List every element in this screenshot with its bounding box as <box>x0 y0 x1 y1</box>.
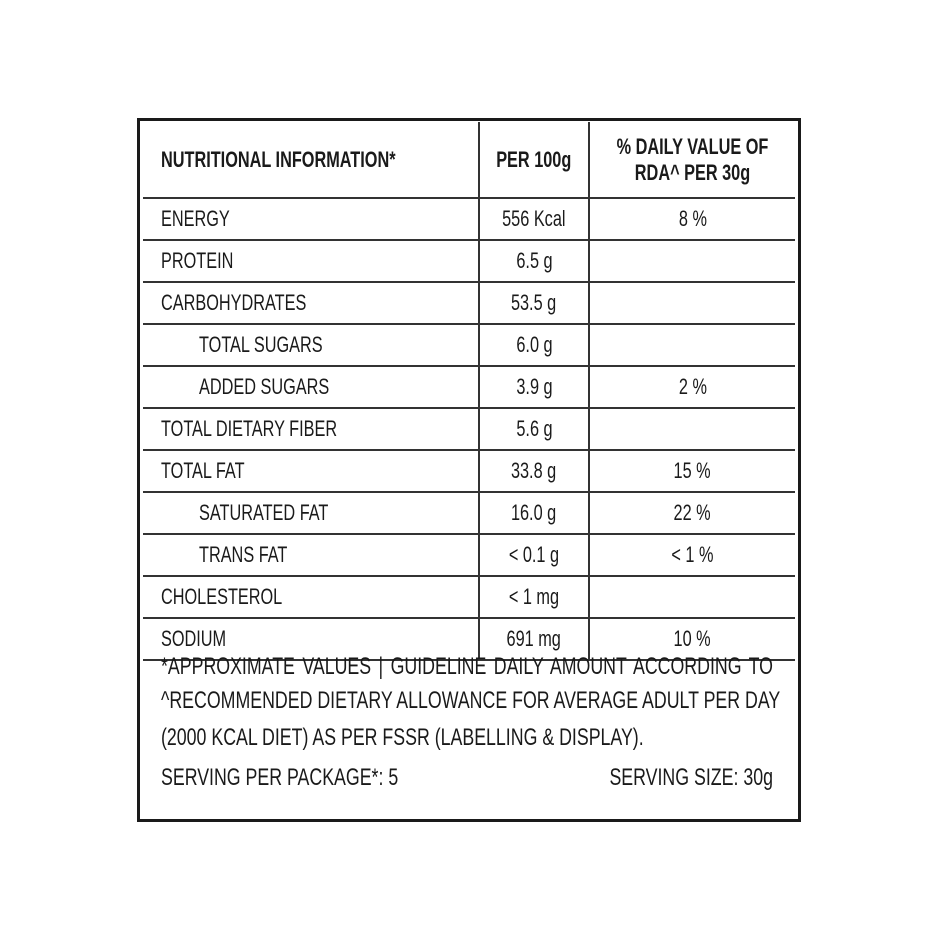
nutrient-name: TOTAL DIETARY FIBER <box>143 407 479 450</box>
nutrient-per-100g: < 1 mg <box>477 575 591 618</box>
nutrient-name: CHOLESTEROL <box>143 575 479 618</box>
nutrient-per-100g: 556 Kcal <box>477 197 591 240</box>
nutrient-name: CARBOHYDRATES <box>143 281 479 324</box>
footnote-line: ^RECOMMENDED DIETARY ALLOWANCE FOR AVERA… <box>161 687 781 714</box>
table-row: SATURATED FAT 16.0 g 22 % <box>143 491 795 534</box>
serving-size: SERVING SIZE: 30g <box>609 764 773 791</box>
footnote: *APPROXIMATE VALUES | GUIDELINE DAILY AM… <box>161 650 781 755</box>
nutrient-per-100g: < 0.1 g <box>477 533 591 576</box>
nutrient-daily-value <box>589 575 795 618</box>
table-row: ENERGY 556 Kcal 8 % <box>143 197 795 240</box>
nutrient-per-100g: 3.9 g <box>477 365 591 408</box>
nutrient-per-100g: 691 mg <box>477 617 591 661</box>
nutrient-per-100g: 5.6 g <box>477 407 591 450</box>
nutrition-table: NUTRITIONAL INFORMATION* PER 100g % DAIL… <box>143 122 795 661</box>
table-row: TOTAL DIETARY FIBER 5.6 g <box>143 407 795 450</box>
header-daily-value: % DAILY VALUE OF RDA^ PER 30g <box>616 133 769 185</box>
table-row: CARBOHYDRATES 53.5 g <box>143 281 795 324</box>
nutrient-daily-value: 2 % <box>589 365 795 408</box>
nutrient-daily-value: 22 % <box>589 491 795 534</box>
nutrient-daily-value <box>589 407 795 450</box>
table-row: TRANS FAT < 0.1 g < 1 % <box>143 533 795 576</box>
table-row: TOTAL SUGARS 6.0 g <box>143 323 795 366</box>
nutrient-daily-value <box>589 323 795 366</box>
nutrient-per-100g: 33.8 g <box>477 449 591 492</box>
table-row: PROTEIN 6.5 g <box>143 239 795 282</box>
nutrient-daily-value: < 1 % <box>589 533 795 576</box>
nutrient-per-100g: 53.5 g <box>477 281 591 324</box>
nutrient-per-100g: 16.0 g <box>477 491 591 534</box>
nutrient-name: SODIUM <box>143 617 479 661</box>
nutrient-name: SATURATED FAT <box>143 491 479 534</box>
header-per-100g: PER 100g <box>477 122 591 198</box>
nutrient-name: ADDED SUGARS <box>143 365 479 408</box>
table-row: SODIUM 691 mg 10 % <box>143 617 795 661</box>
nutrient-daily-value <box>589 239 795 282</box>
nutrient-name: PROTEIN <box>143 239 479 282</box>
footnote-line: *APPROXIMATE VALUES | GUIDELINE DAILY AM… <box>161 653 773 680</box>
nutrient-daily-value: 8 % <box>589 197 795 240</box>
nutrient-daily-value: 10 % <box>589 617 795 661</box>
serving-info: SERVING PER PACKAGE*: 5 SERVING SIZE: 30… <box>161 762 773 794</box>
table-row: TOTAL FAT 33.8 g 15 % <box>143 449 795 492</box>
nutrient-daily-value <box>589 281 795 324</box>
table-row: CHOLESTEROL < 1 mg <box>143 575 795 618</box>
nutrient-name: TOTAL FAT <box>143 449 479 492</box>
table-header-row: NUTRITIONAL INFORMATION* PER 100g % DAIL… <box>143 122 795 198</box>
nutrition-label-border <box>137 118 801 822</box>
footnote-line: (2000 KCAL DIET) AS PER FSSR (LABELLING … <box>161 724 644 751</box>
nutrient-name: ENERGY <box>143 197 479 240</box>
serving-per-package: SERVING PER PACKAGE*: 5 <box>161 764 399 791</box>
nutrient-per-100g: 6.0 g <box>477 323 591 366</box>
nutrient-name: TOTAL SUGARS <box>143 323 479 366</box>
header-nutritional-information: NUTRITIONAL INFORMATION* <box>161 146 396 172</box>
nutrient-daily-value: 15 % <box>589 449 795 492</box>
nutrient-name: TRANS FAT <box>143 533 479 576</box>
nutrient-per-100g: 6.5 g <box>477 239 591 282</box>
